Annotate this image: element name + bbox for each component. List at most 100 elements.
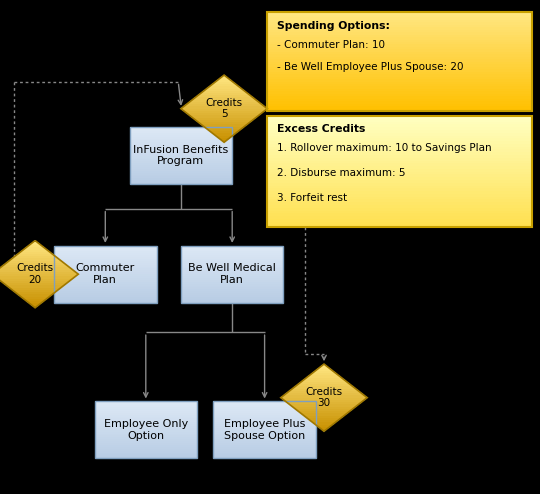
Bar	[94, 437, 197, 439]
Bar	[267, 116, 532, 227]
Bar	[94, 414, 197, 416]
Polygon shape	[281, 402, 367, 405]
Bar	[54, 269, 157, 270]
Polygon shape	[181, 75, 267, 142]
Polygon shape	[0, 299, 78, 301]
Polygon shape	[281, 393, 367, 395]
Polygon shape	[181, 133, 267, 135]
Bar	[130, 150, 232, 152]
Text: Excess Credits: Excess Credits	[277, 124, 366, 133]
Polygon shape	[281, 364, 367, 431]
Bar	[213, 443, 316, 445]
Bar	[94, 454, 197, 456]
Bar	[130, 127, 232, 184]
Polygon shape	[0, 241, 78, 308]
Bar	[130, 137, 232, 139]
Bar	[267, 191, 532, 194]
Bar	[181, 269, 284, 270]
Bar	[267, 32, 532, 35]
Polygon shape	[181, 75, 267, 142]
Bar	[54, 288, 157, 289]
Bar	[267, 69, 532, 72]
Bar	[130, 176, 232, 178]
Polygon shape	[181, 75, 267, 78]
Bar	[267, 127, 532, 130]
Polygon shape	[0, 265, 78, 267]
Polygon shape	[0, 241, 78, 308]
Bar	[267, 59, 532, 62]
Bar	[267, 224, 532, 227]
Bar	[54, 263, 157, 265]
Bar	[54, 255, 157, 257]
Polygon shape	[181, 84, 267, 86]
Bar	[54, 276, 157, 278]
Bar	[181, 247, 284, 249]
Bar	[267, 197, 532, 200]
Polygon shape	[0, 277, 78, 279]
Bar	[267, 42, 532, 44]
Polygon shape	[0, 252, 78, 254]
Polygon shape	[281, 364, 367, 431]
Polygon shape	[281, 364, 367, 431]
Polygon shape	[281, 407, 367, 409]
Bar	[213, 449, 316, 451]
Bar	[213, 413, 316, 414]
Bar	[213, 401, 316, 403]
Polygon shape	[181, 135, 267, 138]
Polygon shape	[281, 427, 367, 429]
Polygon shape	[181, 124, 267, 126]
Bar	[267, 171, 532, 174]
Polygon shape	[0, 292, 78, 294]
Bar	[94, 409, 197, 411]
Bar	[213, 451, 316, 453]
Bar	[54, 253, 157, 255]
Bar	[181, 286, 284, 288]
Polygon shape	[281, 420, 367, 422]
Polygon shape	[181, 78, 267, 80]
Bar	[267, 138, 532, 141]
Bar	[94, 453, 197, 454]
Polygon shape	[181, 75, 267, 142]
Polygon shape	[0, 256, 78, 258]
Text: Employee Plus
Spouse Option: Employee Plus Spouse Option	[224, 419, 305, 441]
Polygon shape	[181, 75, 267, 142]
Bar	[267, 188, 532, 191]
Polygon shape	[0, 286, 78, 288]
Bar	[213, 445, 316, 447]
Bar	[267, 94, 532, 96]
Bar	[130, 127, 232, 129]
Polygon shape	[0, 241, 78, 308]
Bar	[54, 261, 157, 263]
Polygon shape	[181, 116, 267, 118]
Polygon shape	[281, 364, 367, 431]
Bar	[267, 40, 532, 42]
Bar	[267, 22, 532, 25]
Polygon shape	[281, 364, 367, 431]
Bar	[267, 194, 532, 197]
Bar	[130, 165, 232, 167]
Polygon shape	[0, 254, 78, 256]
Polygon shape	[0, 241, 78, 308]
Bar	[213, 447, 316, 449]
Bar	[130, 158, 232, 160]
Polygon shape	[0, 288, 78, 290]
Polygon shape	[0, 241, 78, 308]
Bar	[213, 418, 316, 420]
Polygon shape	[0, 247, 78, 249]
Polygon shape	[281, 364, 367, 431]
Bar	[181, 270, 284, 272]
Bar	[181, 293, 284, 295]
Polygon shape	[281, 364, 367, 431]
Bar	[181, 259, 284, 261]
Bar	[267, 109, 532, 111]
Bar	[213, 428, 316, 430]
Bar	[213, 454, 316, 456]
Text: Commuter
Plan: Commuter Plan	[76, 263, 135, 285]
Polygon shape	[281, 429, 367, 431]
Bar	[54, 251, 157, 253]
Polygon shape	[181, 75, 267, 142]
Bar	[267, 141, 532, 144]
Polygon shape	[0, 294, 78, 296]
Bar	[267, 54, 532, 57]
Bar	[181, 263, 284, 265]
